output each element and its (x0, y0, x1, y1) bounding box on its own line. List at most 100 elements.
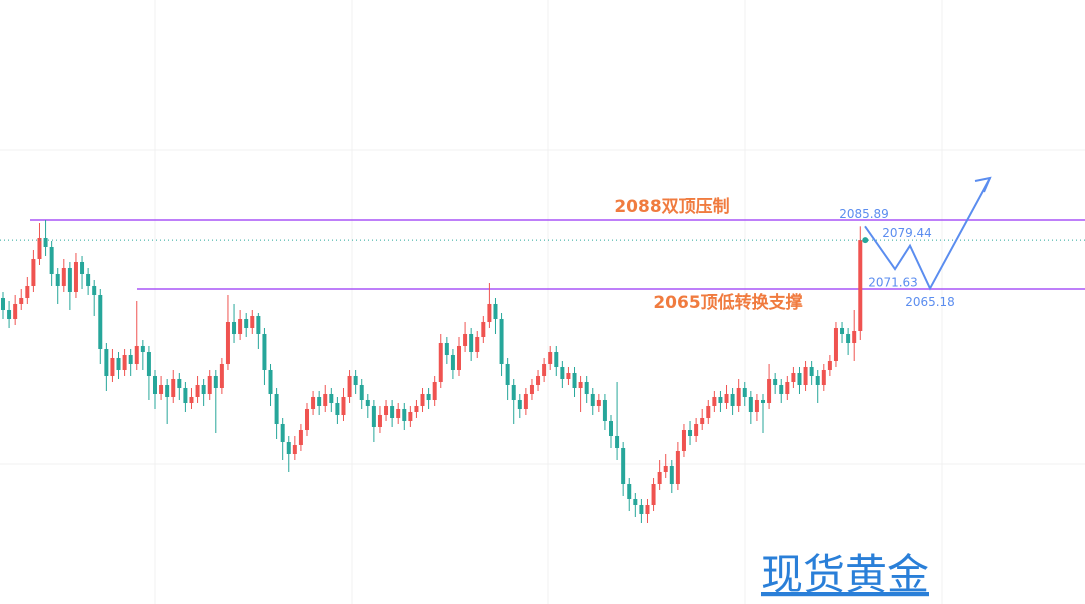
candle-body (621, 447, 626, 484)
candle-body (529, 384, 534, 394)
candle-body (615, 435, 620, 448)
candle-body (517, 399, 522, 409)
candle-body (262, 333, 267, 370)
candle-body (609, 420, 613, 436)
candle-body (305, 408, 309, 430)
candle-body (414, 405, 419, 412)
candle-body (602, 399, 607, 421)
level-annotation: 2088双顶压制 (614, 196, 729, 217)
forecast-arrowhead (974, 176, 992, 193)
candle-body (566, 372, 571, 379)
candle-body (791, 372, 796, 382)
candle-body (748, 396, 753, 412)
candle-body (833, 327, 838, 361)
candle-body (633, 498, 638, 505)
last-price-dot (862, 237, 869, 244)
candle-body (256, 315, 261, 334)
candle-body (572, 372, 577, 388)
candle-body (651, 483, 656, 505)
candle-body (359, 384, 364, 400)
candle-body (548, 351, 553, 364)
candle-body (219, 363, 224, 388)
candle-body (250, 315, 255, 328)
candle-body (761, 399, 765, 403)
candle-body (821, 369, 826, 385)
candle-body (852, 330, 857, 343)
candle-body (542, 363, 547, 376)
candle-body (195, 384, 200, 397)
candle-body (189, 396, 194, 403)
candle-body (827, 360, 832, 370)
candle-body (92, 285, 97, 295)
candle-body (481, 321, 486, 337)
candle-body (809, 366, 814, 376)
candle-body (165, 384, 170, 397)
candle-body (420, 393, 425, 406)
candle-body (384, 405, 389, 415)
candle-body (578, 381, 583, 388)
candle-body (49, 246, 54, 274)
candle-body (153, 375, 157, 394)
candle-body (505, 363, 510, 385)
candle-body (146, 351, 151, 376)
forecast-label: 2085.89 (839, 207, 889, 221)
candle-body (371, 405, 376, 427)
candle-body (681, 429, 686, 451)
forecast-label: 2079.44 (882, 226, 932, 240)
candle-body (396, 408, 401, 418)
forecast-label: 2065.18 (905, 295, 955, 309)
candle-body (499, 318, 504, 364)
candle-body (408, 411, 413, 421)
candle-body (207, 375, 212, 394)
candle-body (663, 465, 668, 472)
candle-body (730, 393, 735, 406)
candle-body (511, 384, 516, 400)
candle-body (669, 465, 674, 484)
candle-body (122, 354, 127, 370)
candle-body (797, 372, 802, 385)
candle-body (657, 471, 662, 484)
candle-body (590, 393, 595, 406)
candle-body (675, 450, 680, 484)
candle-body (402, 408, 407, 421)
candle-body (767, 378, 772, 403)
candle-body (390, 405, 395, 418)
candle-body (329, 393, 334, 403)
candle-body (134, 345, 139, 364)
forecast-path (864, 177, 991, 291)
candle-body (323, 393, 328, 406)
candle-body (493, 303, 498, 319)
candle-body (268, 369, 273, 394)
candle-body (116, 357, 121, 370)
candle-body (365, 399, 370, 406)
candle-body (742, 387, 747, 397)
candle-body (645, 504, 650, 514)
candle-body (43, 237, 48, 247)
candle-body (128, 354, 133, 364)
candle-body (536, 375, 541, 385)
watermark: 现货黄金 (761, 550, 929, 599)
candle-body (232, 321, 237, 334)
candle-body (98, 294, 103, 349)
candle-body (244, 318, 249, 328)
level-annotation: 2065顶低转换支撑 (653, 292, 802, 313)
candle-body (347, 375, 352, 397)
candle-body (37, 237, 42, 259)
candle-body (639, 504, 644, 514)
candle-body (718, 396, 723, 403)
candle-body (286, 441, 291, 454)
candle-body (815, 375, 820, 385)
candle-body (706, 405, 711, 418)
candle-body (31, 258, 36, 286)
candle-body (140, 345, 145, 352)
candle-body (463, 333, 468, 346)
candle-body (177, 378, 182, 388)
candle-body (700, 417, 705, 424)
candle-body (554, 351, 559, 367)
candle-body (773, 378, 778, 385)
candle-body (292, 444, 297, 454)
candle-body (13, 303, 18, 319)
candle-body (104, 348, 109, 376)
candle-body (238, 318, 243, 334)
